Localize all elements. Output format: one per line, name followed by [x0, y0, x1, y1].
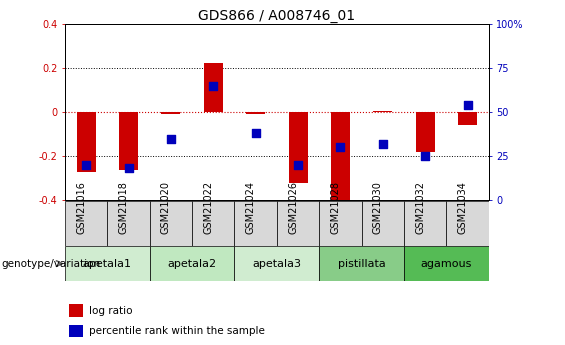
- Bar: [289, 112, 307, 183]
- Point: [209, 83, 218, 89]
- Text: GSM21030: GSM21030: [373, 181, 383, 234]
- Bar: [404, 246, 489, 281]
- Bar: [319, 246, 404, 281]
- Bar: [150, 201, 192, 246]
- Text: GSM21034: GSM21034: [458, 181, 468, 234]
- Bar: [319, 201, 362, 246]
- Bar: [119, 112, 138, 170]
- Bar: [416, 112, 434, 152]
- Bar: [65, 246, 150, 281]
- Title: GDS866 / A008746_01: GDS866 / A008746_01: [198, 9, 355, 23]
- Bar: [77, 112, 95, 171]
- Bar: [107, 201, 150, 246]
- Bar: [69, 304, 83, 317]
- Point: [336, 145, 345, 150]
- Point: [463, 102, 472, 108]
- Text: apetala3: apetala3: [253, 259, 301, 268]
- Text: agamous: agamous: [421, 259, 472, 268]
- Bar: [162, 112, 180, 114]
- Text: log ratio: log ratio: [89, 306, 133, 315]
- Text: apetala2: apetala2: [168, 259, 216, 268]
- Bar: [246, 112, 265, 114]
- Point: [379, 141, 388, 147]
- Bar: [373, 111, 392, 112]
- Text: GSM21026: GSM21026: [288, 181, 298, 234]
- Bar: [458, 112, 477, 125]
- Bar: [65, 201, 107, 246]
- Bar: [150, 246, 234, 281]
- Text: GSM21032: GSM21032: [415, 181, 425, 234]
- Bar: [69, 325, 83, 337]
- Text: percentile rank within the sample: percentile rank within the sample: [89, 326, 265, 336]
- Bar: [446, 201, 489, 246]
- Bar: [192, 201, 234, 246]
- Bar: [234, 246, 319, 281]
- Bar: [204, 63, 223, 112]
- Point: [420, 153, 430, 159]
- Text: GSM21016: GSM21016: [76, 181, 86, 234]
- Text: apetala1: apetala1: [83, 259, 132, 268]
- Point: [82, 162, 91, 168]
- Text: GSM21018: GSM21018: [119, 181, 129, 234]
- Point: [167, 136, 176, 141]
- Bar: [362, 201, 404, 246]
- Text: pistillata: pistillata: [338, 259, 385, 268]
- Bar: [331, 112, 350, 205]
- Point: [124, 166, 133, 171]
- Text: genotype/variation: genotype/variation: [1, 259, 100, 268]
- Point: [251, 130, 260, 136]
- Bar: [234, 201, 277, 246]
- Text: GSM21028: GSM21028: [331, 181, 340, 234]
- Text: GSM21024: GSM21024: [246, 181, 255, 234]
- Text: GSM21020: GSM21020: [161, 181, 171, 234]
- Bar: [404, 201, 446, 246]
- Text: GSM21022: GSM21022: [203, 181, 214, 234]
- Point: [294, 162, 303, 168]
- Bar: [277, 201, 319, 246]
